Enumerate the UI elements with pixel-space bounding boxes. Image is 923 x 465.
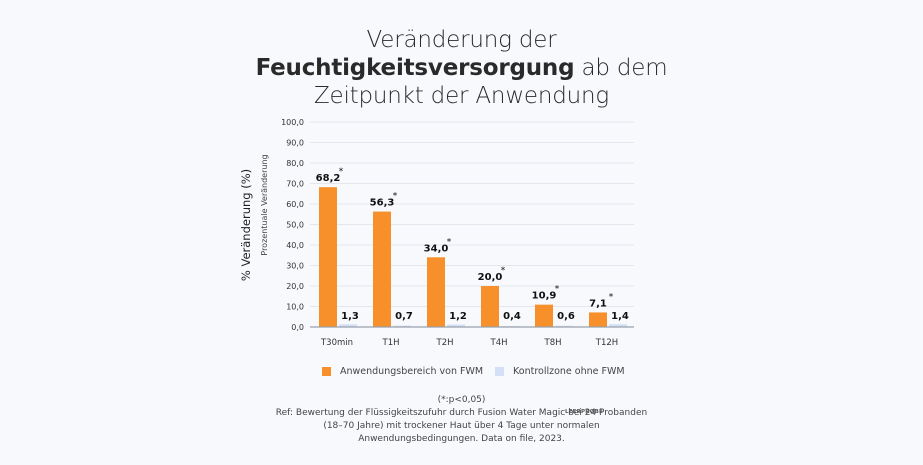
- significance-marker: *: [501, 266, 506, 276]
- bar-fwm: [319, 187, 337, 327]
- x-tick-label: T2H: [436, 338, 454, 348]
- y-tick-label: 60,0: [286, 200, 304, 209]
- data-label-control: 0,4: [503, 311, 521, 322]
- legend-label-fwm: Anwendungsbereich von FWM: [340, 366, 484, 377]
- significance-marker: *: [555, 285, 560, 295]
- significance-marker: *: [339, 167, 344, 177]
- bar-fwm: [373, 211, 391, 327]
- data-label-fwm: 56,3: [370, 198, 395, 209]
- bar-fwm: [535, 304, 553, 327]
- bar-fwm: [481, 286, 499, 327]
- watermark: LEERPROBE: [565, 409, 603, 415]
- x-tick-label: T12H: [595, 338, 618, 348]
- x-tick-label: T30min: [320, 338, 353, 348]
- y-tick-label: 40,0: [286, 241, 304, 250]
- significance-marker: *: [447, 237, 452, 247]
- legend-item-fwm: Anwendungsbereich von FWM: [322, 366, 483, 377]
- y-tick-label: 0,0: [291, 323, 304, 332]
- x-tick-label: T4H: [490, 338, 508, 348]
- data-label-fwm: 68,2: [316, 173, 341, 184]
- legend-swatch-fwm: [322, 367, 331, 376]
- reference-line-3: Anwendungsbedingungen. Data on file, 202…: [358, 434, 565, 444]
- legend-swatch-control: [495, 367, 504, 376]
- y-tick-label: 70,0: [286, 180, 304, 189]
- reference-line-1: Ref: Bewertung der Flüssigkeitszufuhr du…: [275, 408, 648, 418]
- bar-fwm: [427, 257, 445, 327]
- y-tick-label: 80,0: [286, 159, 304, 168]
- legend-item-control: Kontrollzone ohne FWM: [495, 366, 625, 377]
- x-tick-label: T8H: [544, 338, 562, 348]
- bar-control: [339, 324, 357, 327]
- data-label-control: 0,7: [395, 311, 413, 322]
- title-line-1: Veränderung der: [366, 27, 557, 53]
- x-tick-label: T1H: [382, 338, 400, 348]
- legend-label-control: Kontrollzone ohne FWM: [513, 366, 625, 377]
- title-bold-part: Feuchtigkeitsversorgung: [255, 55, 575, 81]
- bar-fwm: [589, 312, 607, 327]
- y-tick-label: 20,0: [286, 282, 304, 291]
- y-tick-label: 50,0: [286, 221, 304, 230]
- significance-marker: *: [393, 192, 398, 202]
- bar-control: [609, 324, 627, 327]
- data-label-fwm: 10,9: [532, 291, 557, 302]
- title-line-2: Feuchtigkeitsversorgung ab dem: [0, 54, 923, 82]
- pvalue-note: (*:p<0,05): [437, 395, 486, 405]
- bar-control: [393, 325, 411, 327]
- y-tick-label: 10,0: [286, 303, 304, 312]
- y-tick-label: 30,0: [286, 262, 304, 271]
- chart-card: [232, 0, 690, 465]
- title-rest: ab dem: [574, 55, 668, 81]
- data-label-control: 1,4: [611, 311, 629, 322]
- data-label-control: 0,6: [557, 311, 575, 322]
- data-label-fwm: 7,1: [589, 298, 607, 309]
- bar-control: [555, 325, 573, 327]
- y-tick-label: 100,0: [281, 118, 304, 127]
- data-label-control: 1,3: [341, 311, 359, 322]
- reference-line-2: (18–70 Jahre) mit trockener Haut über 4 …: [323, 421, 600, 431]
- bar-control: [447, 324, 465, 327]
- significance-marker: *: [609, 292, 614, 302]
- y-axis-subtitle: Prozentuale Veränderung: [260, 154, 269, 255]
- y-axis-title: % Veränderung (%): [239, 169, 253, 281]
- data-label-fwm: 34,0: [424, 243, 449, 254]
- data-label-fwm: 20,0: [478, 272, 503, 283]
- y-tick-label: 90,0: [286, 139, 304, 148]
- chart-title: Veränderung der Feuchtigkeitsversorgung …: [0, 26, 923, 110]
- data-label-control: 1,2: [449, 311, 467, 322]
- title-line-3: Zeitpunkt der Anwendung: [313, 83, 610, 109]
